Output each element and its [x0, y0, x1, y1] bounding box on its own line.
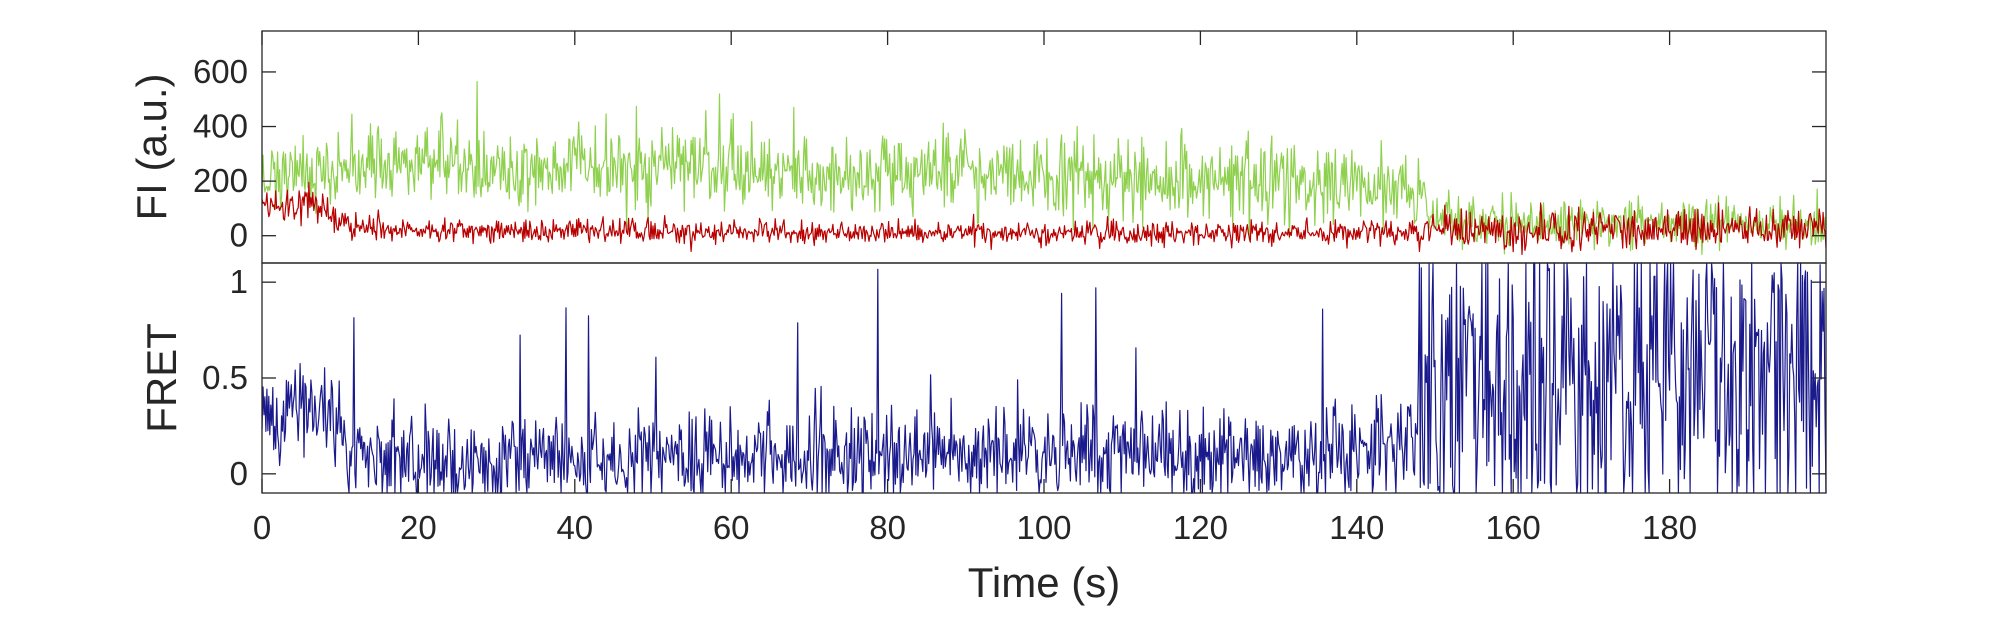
x-tick-label-9: 180	[1642, 509, 1697, 546]
x-tick-label-1: 20	[400, 509, 437, 546]
y-tick-label-top-1: 200	[193, 162, 248, 199]
fluorescence-panel: 0 200 400 600 FI (a.u.)	[128, 30, 1827, 264]
fret-panel: 0 0.5 1 0 20 40 60 80 100 120 140 160 180 FRET Time…	[138, 31, 1827, 606]
y-tick-label-bottom-0: 0	[230, 455, 248, 492]
series-line-top-0	[261, 80, 1827, 255]
y-tick-label-top-0: 0	[230, 217, 248, 254]
x-tick-label-6: 120	[1173, 509, 1228, 546]
series-line-top-1	[261, 181, 1827, 256]
y-tick-label-top-2: 400	[193, 108, 248, 145]
x-tick-label-5: 100	[1016, 509, 1071, 546]
x-tick-label-8: 160	[1486, 509, 1541, 546]
x-tick-label-2: 40	[556, 509, 593, 546]
x-tick-label-3: 60	[713, 509, 750, 546]
y-tick-label-bottom-2: 1	[230, 263, 248, 300]
series-line-bottom-0	[261, 262, 1827, 494]
x-tick-label-7: 140	[1329, 509, 1384, 546]
x-tick-label-4: 80	[869, 509, 906, 546]
time-x-axis-label: Time (s)	[968, 559, 1120, 606]
fluorescence-y-axis-label: FI (a.u.)	[128, 73, 175, 220]
x-tick-label-0: 0	[253, 509, 271, 546]
y-tick-label-bottom-1: 0.5	[202, 359, 248, 396]
fret-y-axis-label: FRET	[138, 323, 185, 433]
y-tick-label-top-3: 600	[193, 53, 248, 90]
